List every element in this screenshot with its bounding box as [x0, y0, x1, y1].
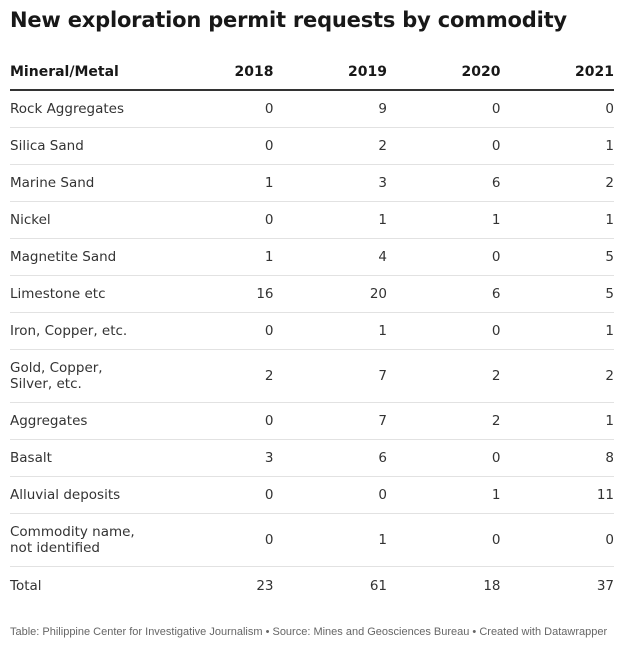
cell-2018: 3: [160, 439, 274, 477]
total-row: Total 23 61 18 37: [10, 567, 614, 606]
cell-2020: 0: [387, 238, 501, 276]
row-label: Limestone etc: [10, 275, 160, 313]
cell-2019: 4: [273, 238, 387, 276]
cell-2021: 2: [500, 349, 614, 403]
column-header-mineral[interactable]: Mineral/Metal: [10, 54, 160, 91]
row-label: Aggregates: [10, 402, 160, 440]
row-label: Magnetite Sand: [10, 238, 160, 276]
source-footer: Table: Philippine Center for Investigati…: [10, 626, 608, 638]
cell-2019: 1: [273, 312, 387, 350]
cell-2020: 1: [387, 476, 501, 514]
cell-2021: 0: [500, 513, 614, 567]
cell-2021: 1: [500, 312, 614, 350]
cell-2020: 6: [387, 275, 501, 313]
column-header-2018[interactable]: 2018: [160, 54, 274, 91]
cell-2018: 2: [160, 349, 274, 403]
cell-2019: 7: [273, 349, 387, 403]
cell-2019: 6: [273, 439, 387, 477]
row-label-text: Commodity name, not identified: [10, 524, 135, 556]
cell-2018: 0: [160, 513, 274, 567]
table-row: Commodity name, not identified 0 1 0 0: [10, 513, 614, 567]
row-label: Marine Sand: [10, 164, 160, 202]
total-2020: 18: [483, 578, 501, 594]
row-label: Nickel: [10, 201, 160, 239]
cell-2018: 0: [160, 90, 274, 128]
cell-2018: 1: [160, 164, 274, 202]
table-row: Magnetite Sand 1 4 0 5: [10, 238, 614, 276]
table-row: Silica Sand 0 2 0 1: [10, 127, 614, 165]
row-label: Rock Aggregates: [10, 90, 160, 128]
cell-2021: 8: [500, 439, 614, 477]
cell-2021: 0: [500, 90, 614, 128]
cell-2020: 2: [387, 349, 501, 403]
cell-2020: 0: [387, 513, 501, 567]
cell-2019: 3: [273, 164, 387, 202]
row-label: Gold, Copper, Silver, etc.: [10, 349, 160, 403]
column-header-2021[interactable]: 2021: [500, 54, 614, 91]
cell-2018: 0: [160, 402, 274, 440]
cell-2020: 0: [387, 312, 501, 350]
cell-2018: 1: [160, 238, 274, 276]
table-row: Basalt 3 6 0 8: [10, 439, 614, 477]
total-2019: 61: [369, 578, 387, 594]
cell-2020: 1: [387, 201, 501, 239]
row-label: Commodity name, not identified: [10, 513, 160, 567]
row-label: Iron, Copper, etc.: [10, 312, 160, 350]
row-label-text: Gold, Copper, Silver, etc.: [10, 360, 103, 392]
cell-2018: 16: [160, 275, 274, 313]
table-row: Marine Sand 1 3 6 2: [10, 164, 614, 202]
table-row: Alluvial deposits 0 0 1 11: [10, 476, 614, 514]
cell-2019: 7: [273, 402, 387, 440]
total-label: Total: [10, 578, 42, 594]
cell-2021: 1: [500, 402, 614, 440]
row-label: Alluvial deposits: [10, 476, 160, 514]
table-row: Gold, Copper, Silver, etc. 2 7 2 2: [10, 349, 614, 403]
cell-2019: 1: [273, 513, 387, 567]
table-title: New exploration permit requests by commo…: [10, 8, 567, 32]
cell-2020: 0: [387, 439, 501, 477]
cell-2018: 0: [160, 312, 274, 350]
table-row: Rock Aggregates 0 9 0 0: [10, 90, 614, 128]
column-header-2020[interactable]: 2020: [387, 54, 501, 91]
cell-2019: 2: [273, 127, 387, 165]
table-row: Aggregates 0 7 2 1: [10, 402, 614, 440]
cell-2020: 0: [387, 90, 501, 128]
column-header-2019[interactable]: 2019: [273, 54, 387, 91]
cell-2021: 5: [500, 238, 614, 276]
cell-2020: 6: [387, 164, 501, 202]
cell-2020: 0: [387, 127, 501, 165]
cell-2021: 1: [500, 201, 614, 239]
cell-2019: 0: [273, 476, 387, 514]
table-row: Iron, Copper, etc. 0 1 0 1: [10, 312, 614, 350]
cell-2019: 20: [273, 275, 387, 313]
cell-2021: 2: [500, 164, 614, 202]
row-label: Basalt: [10, 439, 160, 477]
table-row: Limestone etc 16 20 6 5: [10, 275, 614, 313]
cell-2019: 9: [273, 90, 387, 128]
header-row: Mineral/Metal 2018 2019 2020 2021: [10, 54, 614, 91]
cell-2018: 0: [160, 201, 274, 239]
cell-2019: 1: [273, 201, 387, 239]
total-2018: 23: [256, 578, 274, 594]
permit-requests-table: Mineral/Metal 2018 2019 2020 2021 Rock A…: [10, 54, 614, 605]
table-row: Nickel 0 1 1 1: [10, 201, 614, 239]
cell-2018: 0: [160, 127, 274, 165]
cell-2021: 1: [500, 127, 614, 165]
cell-2020: 2: [387, 402, 501, 440]
cell-2021: 11: [500, 476, 614, 514]
row-label: Silica Sand: [10, 127, 160, 165]
cell-2018: 0: [160, 476, 274, 514]
cell-2021: 5: [500, 275, 614, 313]
total-2021: 37: [596, 578, 614, 594]
